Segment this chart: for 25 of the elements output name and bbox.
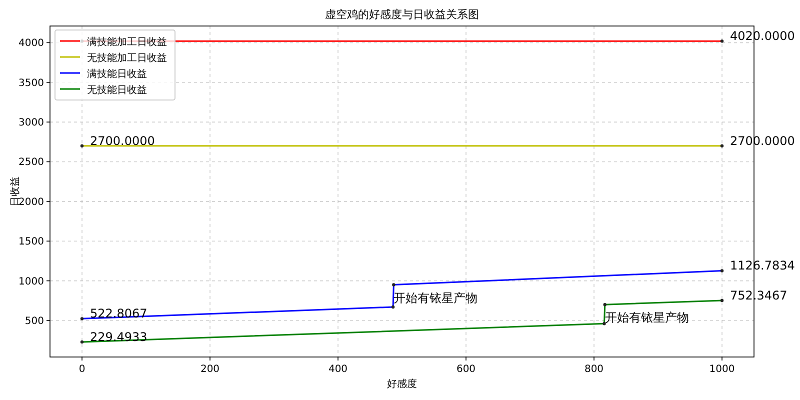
annotation: 开始有铱星产物	[604, 310, 689, 325]
legend-label: 满技能加工日收益	[87, 36, 167, 48]
data-label: 2700.0000	[90, 134, 155, 148]
y-tick-label: 2500	[18, 157, 44, 168]
x-tick-label: 0	[78, 364, 86, 375]
y-axis-title: 日收益	[9, 176, 21, 206]
y-tick-label: 1000	[18, 276, 44, 288]
x-axis-title: 好感度	[387, 378, 417, 390]
legend-label: 无技能日收益	[87, 84, 147, 96]
y-tick-label: 500	[24, 316, 44, 327]
chart-title: 虚空鸡的好感度与日收益关系图	[325, 8, 479, 21]
x-tick-label: 200	[200, 364, 220, 375]
y-tick-label: 3500	[18, 78, 44, 89]
x-tick-label: 1000	[709, 364, 735, 375]
x-tick-label: 600	[456, 364, 476, 375]
legend-label: 无技能加工日收益	[87, 52, 167, 64]
y-tick-label: 1500	[18, 236, 44, 248]
y-tick-label: 2000	[18, 196, 44, 208]
data-label: 522.8067	[90, 306, 148, 321]
x-tick-label: 800	[584, 364, 604, 375]
y-tick-label: 3000	[18, 118, 44, 129]
y-tick-label: 4000	[18, 38, 44, 50]
legend-label: 满技能日收益	[87, 68, 147, 80]
annotation: 开始有铱星产物	[394, 290, 478, 305]
x-tick-label: 400	[328, 364, 348, 375]
